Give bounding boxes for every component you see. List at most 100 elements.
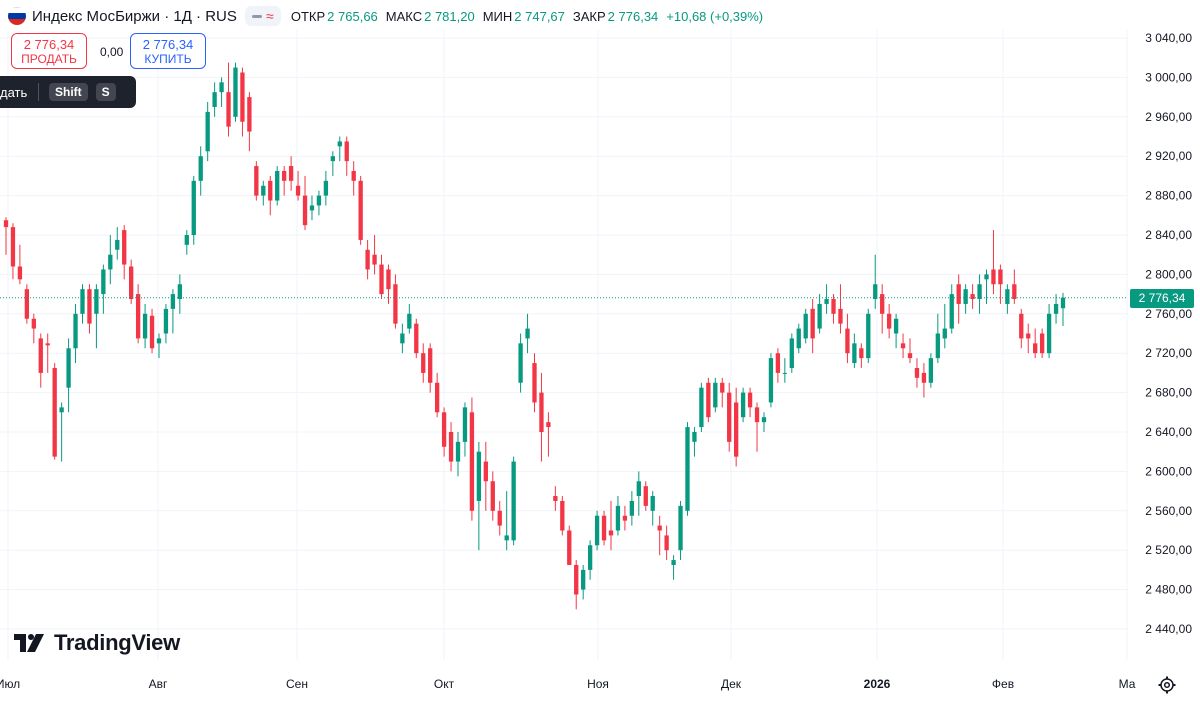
candle-body: [873, 284, 878, 300]
tooltip-text: дать: [0, 84, 28, 100]
candle-body: [886, 313, 892, 329]
tradingview-logo[interactable]: TradingView: [14, 630, 180, 656]
candle-body: [970, 294, 975, 300]
candle-body: [316, 195, 322, 206]
buy-button[interactable]: 2 776,34 КУПИТЬ: [130, 33, 206, 69]
x-axis-label: Сен: [286, 677, 308, 691]
candle-body: [664, 535, 669, 551]
candle-body: [240, 72, 245, 122]
candle-body: [122, 230, 127, 265]
candle-body: [80, 289, 85, 314]
y-axis-label: 2 520,00: [1145, 543, 1192, 557]
candle-body: [1053, 303, 1059, 314]
candle-body: [921, 372, 927, 383]
candle-body: [824, 299, 829, 304]
candle-body: [998, 269, 1003, 285]
candle-body: [17, 266, 23, 280]
candle-body: [560, 500, 565, 531]
candle-body: [511, 461, 516, 541]
symbol-legend: Индекс МосБиржи · 1Д · RUS ≈ ОТКР 2 765,…: [8, 4, 771, 28]
candle-body: [476, 451, 482, 501]
candle-body: [52, 367, 57, 457]
candle-body: [288, 166, 294, 181]
candle-body: [692, 432, 697, 442]
candle-body: [212, 92, 217, 107]
candle-body: [935, 333, 940, 359]
candle-body: [1060, 297, 1066, 309]
candle-body: [615, 505, 621, 531]
open-label: ОТКР: [290, 8, 326, 24]
candle-body: [101, 269, 106, 295]
candle-body: [880, 294, 885, 314]
candle-body: [740, 392, 746, 418]
candle-body: [38, 338, 43, 373]
candle-body: [393, 284, 398, 324]
y-axis-label: 2 840,00: [1145, 228, 1192, 242]
candle-body: [991, 269, 996, 285]
candle-body: [706, 382, 711, 418]
sell-button[interactable]: 2 776,34 ПРОДАТЬ: [11, 33, 87, 69]
candle-body: [163, 308, 169, 334]
candle-body: [859, 348, 864, 359]
candle-body: [31, 318, 36, 329]
candle-body: [254, 166, 259, 196]
candle-body: [866, 313, 871, 359]
candle-body: [546, 422, 551, 428]
candle-body: [1046, 313, 1052, 354]
candle-body: [1012, 284, 1017, 300]
candle-body: [94, 289, 99, 314]
candle-body: [191, 180, 196, 235]
candle-body: [462, 407, 468, 442]
candle-body: [219, 82, 224, 93]
symbol-title[interactable]: Индекс МосБиржи · 1Д · RUS: [32, 7, 237, 25]
candle-body: [539, 392, 544, 432]
candle-body: [226, 92, 231, 127]
candle-body: [734, 402, 739, 457]
logo-text: TradingView: [54, 630, 180, 655]
candle-body: [796, 328, 801, 349]
candle-body: [831, 299, 836, 314]
candle-body: [177, 284, 183, 300]
candle-body: [942, 328, 947, 339]
candle-body: [372, 254, 377, 265]
settings-gear-icon[interactable]: [1158, 676, 1176, 694]
y-axis-label: 2 960,00: [1145, 110, 1192, 124]
s-key: S: [95, 83, 116, 101]
candle-body: [949, 294, 954, 329]
candle-body: [984, 274, 989, 280]
candle-body: [928, 358, 934, 383]
candle-body: [636, 481, 641, 497]
candle-body: [379, 264, 384, 295]
y-axis-label: 2 760,00: [1145, 307, 1192, 321]
candle-body: [720, 382, 725, 393]
candle-body: [643, 486, 648, 506]
candle-body: [170, 294, 176, 309]
high-value: 2 781,20: [424, 8, 475, 24]
candle-body: [727, 392, 732, 442]
chart-style-icon[interactable]: ≈: [244, 6, 281, 26]
candle-body: [184, 235, 189, 245]
buy-label: КУПИТЬ: [144, 52, 192, 66]
y-axis-label: 2 600,00: [1145, 464, 1192, 478]
candle-body: [497, 510, 502, 526]
candle-body: [963, 289, 968, 304]
candle-body: [594, 515, 600, 546]
candle-body: [45, 343, 50, 346]
y-axis-label: 2 480,00: [1145, 583, 1192, 597]
candle-body: [581, 569, 586, 590]
y-axis-label: 2 640,00: [1145, 425, 1192, 439]
y-axis-label: 2 880,00: [1145, 189, 1192, 203]
candle-body: [678, 505, 683, 551]
candle-body: [386, 269, 391, 290]
candle-body: [817, 303, 822, 329]
close-value: 2 776,34: [607, 8, 659, 24]
candle-body: [400, 333, 405, 344]
candle-body: [671, 560, 676, 565]
candle-body: [657, 525, 662, 531]
candle-body: [532, 363, 537, 403]
candle-body: [149, 315, 155, 349]
x-axis-label: Ма: [1119, 677, 1136, 691]
candle-body: [845, 328, 850, 354]
